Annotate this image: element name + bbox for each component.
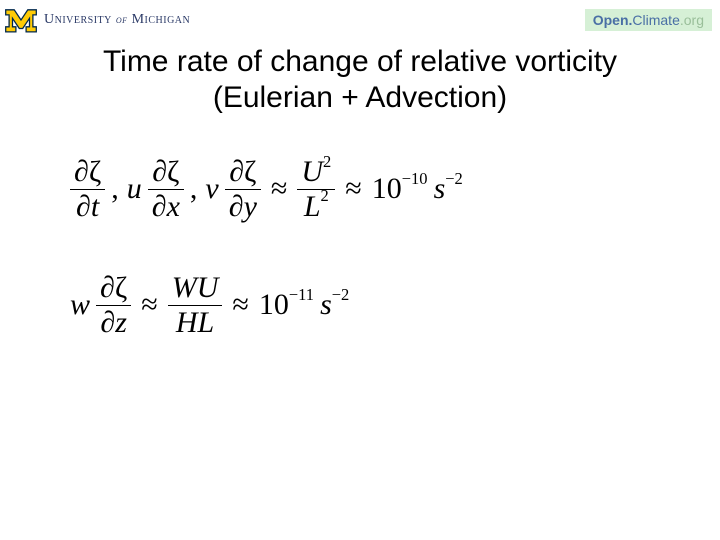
eq1-sep1: ,: [111, 172, 121, 206]
eq2-coef1: w: [70, 288, 90, 322]
eq1-term3: ∂ζ ∂y: [225, 156, 261, 222]
um-text-university: University: [44, 12, 112, 27]
um-text-michigan: Michigan: [132, 12, 191, 27]
eq1-rhs-frac: U2 L2: [297, 156, 335, 222]
eq1-term1: ∂ζ ∂t: [70, 156, 105, 222]
eq2-approx2: ≈: [228, 288, 252, 322]
equations-area: ∂ζ ∂t , u ∂ζ ∂x , v ∂ζ ∂y ≈ U2 L2 ≈ 10−1…: [0, 116, 720, 338]
eq1-magnitude: 10−10: [372, 172, 428, 206]
title-line-2: (Eulerian + Advection): [213, 81, 507, 114]
eq2-rhs-frac: WU HL: [168, 272, 223, 338]
block-m-icon: [4, 6, 38, 34]
title-line-1: Time rate of change of relative vorticit…: [103, 45, 617, 78]
equation-1: ∂ζ ∂t , u ∂ζ ∂x , v ∂ζ ∂y ≈ U2 L2 ≈ 10−1…: [70, 156, 720, 222]
um-text-of: of: [116, 12, 128, 26]
openclimate-badge: Open.Climate.org: [585, 9, 712, 31]
um-wordmark: University of Michigan: [44, 12, 190, 28]
eq2-unit: s−2: [320, 288, 349, 322]
oc-climate: Climate: [632, 12, 679, 28]
eq1-coef3: v: [205, 172, 218, 206]
oc-open: Open.: [593, 12, 633, 28]
eq1-unit: s−2: [434, 172, 463, 206]
eq1-approx1: ≈: [267, 172, 291, 206]
oc-org: .org: [680, 12, 704, 28]
eq1-sep2: ,: [190, 172, 200, 206]
eq1-coef2: u: [127, 172, 142, 206]
um-logo: University of Michigan: [4, 6, 190, 34]
eq2-approx1: ≈: [137, 288, 161, 322]
slide-title: Time rate of change of relative vorticit…: [0, 44, 720, 116]
eq1-approx2: ≈: [341, 172, 365, 206]
eq2-term1: ∂ζ ∂z: [96, 272, 131, 338]
slide-header: University of Michigan Open.Climate.org: [0, 0, 720, 38]
eq2-magnitude: 10−11: [259, 288, 314, 322]
equation-2: w ∂ζ ∂z ≈ WU HL ≈ 10−11 s−2: [70, 272, 720, 338]
eq1-term2: ∂ζ ∂x: [148, 156, 184, 222]
